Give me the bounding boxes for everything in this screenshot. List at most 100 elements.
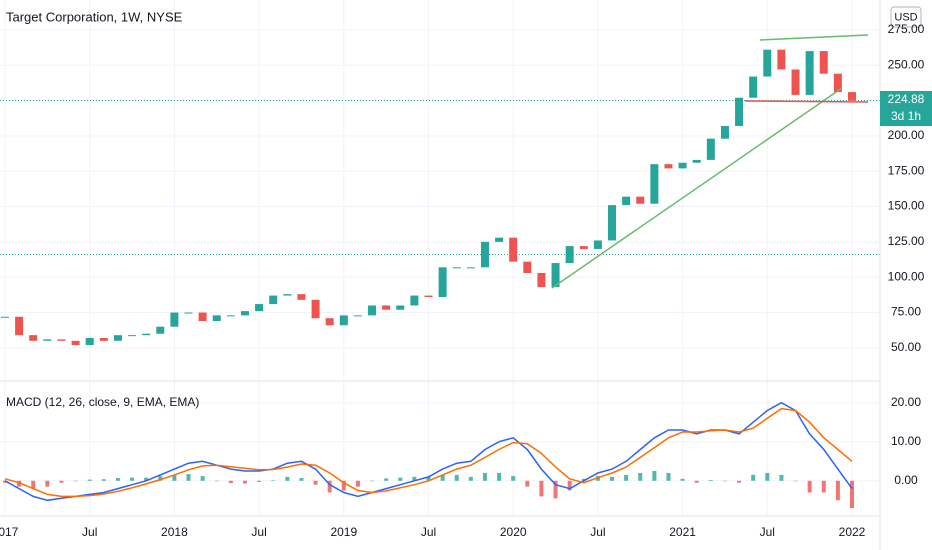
histogram-bar [101, 479, 106, 481]
histogram-bar [638, 472, 643, 481]
x-tick-label: Jul [82, 525, 97, 539]
candle [339, 315, 348, 326]
histogram-bar [567, 480, 572, 491]
histogram-bar [412, 476, 417, 481]
candle [819, 51, 828, 74]
candle [297, 294, 306, 300]
histogram-bar [398, 477, 403, 481]
candle [466, 267, 475, 269]
histogram-bar [214, 480, 219, 482]
x-tick-label: 2019 [330, 525, 357, 539]
candle [198, 312, 207, 322]
candle [805, 51, 814, 95]
x-tick-label: 2018 [161, 525, 188, 539]
candle [833, 73, 842, 93]
candle [848, 92, 856, 101]
candle [720, 125, 729, 139]
candle [777, 49, 786, 70]
candle [495, 237, 504, 242]
candle [509, 237, 518, 262]
candle [608, 205, 617, 241]
candle [579, 246, 588, 249]
histogram-bar [59, 480, 64, 483]
histogram-bar [130, 477, 135, 481]
x-tick-label: Jul [590, 525, 605, 539]
candle [636, 196, 645, 204]
x-tick-label: 2022 [839, 525, 866, 539]
candle [735, 97, 744, 126]
histogram-bar [751, 474, 756, 481]
histogram-bar [482, 472, 487, 481]
candle [353, 315, 362, 317]
currency-button[interactable] [890, 6, 922, 28]
marks [1, 49, 856, 509]
histogram-bar [186, 474, 191, 481]
candle [212, 315, 221, 322]
candle [29, 335, 38, 341]
y-tick-label: 175.00 [888, 163, 925, 177]
y-tick-label: 10.00 [891, 434, 921, 448]
macd-line [4, 407, 853, 498]
histogram-bar [271, 480, 276, 481]
candle [749, 76, 758, 98]
histogram-bar [31, 480, 36, 489]
histogram-bar [835, 480, 840, 501]
candle [311, 299, 320, 319]
histogram-bar [581, 478, 586, 481]
candle [368, 305, 377, 316]
histogram-bar [821, 480, 826, 493]
histogram-bar [680, 478, 685, 481]
candle [128, 335, 137, 337]
macd-title: MACD (12, 26, close, 9, EMA, EMA) [6, 395, 199, 409]
axes: 2017 Jul 2018 Jul 2019 Jul 2020 Jul 2021 Jul 2022 2… [0, 22, 925, 539]
histogram-bar [73, 480, 78, 482]
histogram-bar [779, 474, 784, 481]
candle [664, 164, 673, 169]
candle [71, 340, 80, 346]
candle [452, 267, 461, 269]
last-price: 224.88 [888, 92, 925, 106]
y-tick-label: 0.00 [894, 473, 918, 487]
candle [438, 267, 447, 297]
histogram-bar [370, 480, 375, 482]
candle [184, 312, 193, 314]
candle [650, 164, 659, 204]
histogram-bar [468, 476, 473, 481]
candle [85, 337, 94, 346]
candle [706, 138, 715, 160]
histogram-bar [708, 479, 713, 481]
histogram-bar [511, 476, 516, 481]
candle [57, 339, 66, 341]
histogram-bar [17, 480, 22, 487]
candle [156, 326, 165, 334]
y-tick-label: 75.00 [891, 305, 921, 319]
y-tick-label: 200.00 [888, 128, 925, 142]
histogram-bar [327, 480, 332, 493]
candle [1, 316, 9, 318]
candle [791, 69, 800, 95]
histogram-bar [553, 480, 558, 499]
histogram-bar [115, 478, 120, 481]
candle [15, 316, 24, 336]
histogram-bar [765, 472, 770, 481]
histogram-bar [497, 472, 502, 481]
candle [551, 263, 560, 288]
candle [142, 333, 151, 336]
candle [622, 196, 631, 206]
histogram-bar [341, 480, 346, 491]
candle [99, 337, 108, 341]
countdown: 3d 1h [891, 109, 921, 123]
candle [283, 294, 292, 296]
chart-title: Target Corporation, 1W, NYSE [6, 9, 183, 24]
y-tick-label: 125.00 [888, 234, 925, 248]
histogram-bar [355, 480, 360, 487]
histogram-bar [525, 480, 530, 487]
histogram-bar [694, 480, 699, 483]
histogram-bar [242, 480, 247, 484]
y-tick-label: 20.00 [891, 395, 921, 409]
histogram-bar [440, 474, 445, 481]
histogram-bar [426, 476, 431, 481]
candle [396, 305, 405, 310]
candle [678, 162, 687, 169]
candle [113, 335, 122, 341]
